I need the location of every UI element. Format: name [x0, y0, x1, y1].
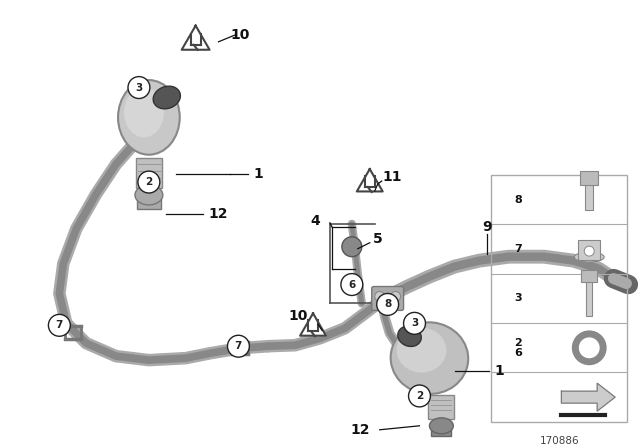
- Text: 2: 2: [145, 177, 152, 187]
- Text: 4: 4: [310, 214, 320, 228]
- Ellipse shape: [124, 87, 164, 137]
- Ellipse shape: [390, 322, 468, 394]
- FancyBboxPatch shape: [580, 171, 598, 185]
- Circle shape: [49, 314, 70, 336]
- FancyBboxPatch shape: [581, 270, 597, 281]
- Ellipse shape: [118, 80, 180, 155]
- Text: 1: 1: [253, 167, 263, 181]
- FancyBboxPatch shape: [586, 279, 592, 316]
- Circle shape: [138, 171, 160, 193]
- FancyBboxPatch shape: [428, 395, 454, 419]
- Circle shape: [390, 292, 401, 302]
- Text: 5: 5: [373, 232, 383, 246]
- Circle shape: [377, 293, 399, 315]
- Circle shape: [227, 335, 250, 357]
- Text: 10: 10: [289, 310, 308, 323]
- FancyBboxPatch shape: [585, 182, 593, 210]
- FancyBboxPatch shape: [372, 287, 404, 310]
- Ellipse shape: [153, 86, 180, 109]
- FancyBboxPatch shape: [579, 240, 600, 260]
- FancyBboxPatch shape: [136, 158, 162, 188]
- Text: 7: 7: [235, 341, 242, 351]
- Polygon shape: [357, 169, 383, 191]
- Polygon shape: [300, 313, 326, 336]
- Polygon shape: [561, 383, 615, 411]
- Text: 12: 12: [350, 423, 369, 437]
- Text: 2
6: 2 6: [515, 338, 522, 358]
- Ellipse shape: [574, 252, 604, 262]
- Ellipse shape: [398, 326, 421, 346]
- Circle shape: [584, 246, 594, 256]
- Text: 3: 3: [515, 293, 522, 303]
- FancyBboxPatch shape: [137, 195, 161, 209]
- Text: 3: 3: [135, 82, 143, 93]
- Text: 1: 1: [494, 364, 504, 378]
- Circle shape: [341, 274, 363, 296]
- Text: 3: 3: [411, 319, 418, 328]
- Circle shape: [374, 292, 385, 302]
- Text: 6: 6: [348, 280, 355, 289]
- Text: 11: 11: [383, 170, 403, 184]
- Circle shape: [342, 237, 362, 257]
- Ellipse shape: [397, 328, 446, 373]
- Text: 9: 9: [483, 220, 492, 234]
- Text: 8: 8: [515, 195, 522, 205]
- Circle shape: [408, 385, 431, 407]
- Text: 12: 12: [209, 207, 228, 221]
- Ellipse shape: [429, 418, 453, 434]
- Ellipse shape: [135, 185, 163, 205]
- Text: 7: 7: [515, 244, 522, 254]
- Text: 8: 8: [384, 299, 391, 310]
- Text: 170886: 170886: [540, 436, 579, 446]
- Circle shape: [404, 312, 426, 334]
- FancyBboxPatch shape: [431, 424, 451, 436]
- Text: 2: 2: [416, 391, 423, 401]
- Circle shape: [128, 77, 150, 99]
- Polygon shape: [182, 26, 209, 50]
- Text: 7: 7: [56, 320, 63, 330]
- Text: 10: 10: [231, 28, 250, 42]
